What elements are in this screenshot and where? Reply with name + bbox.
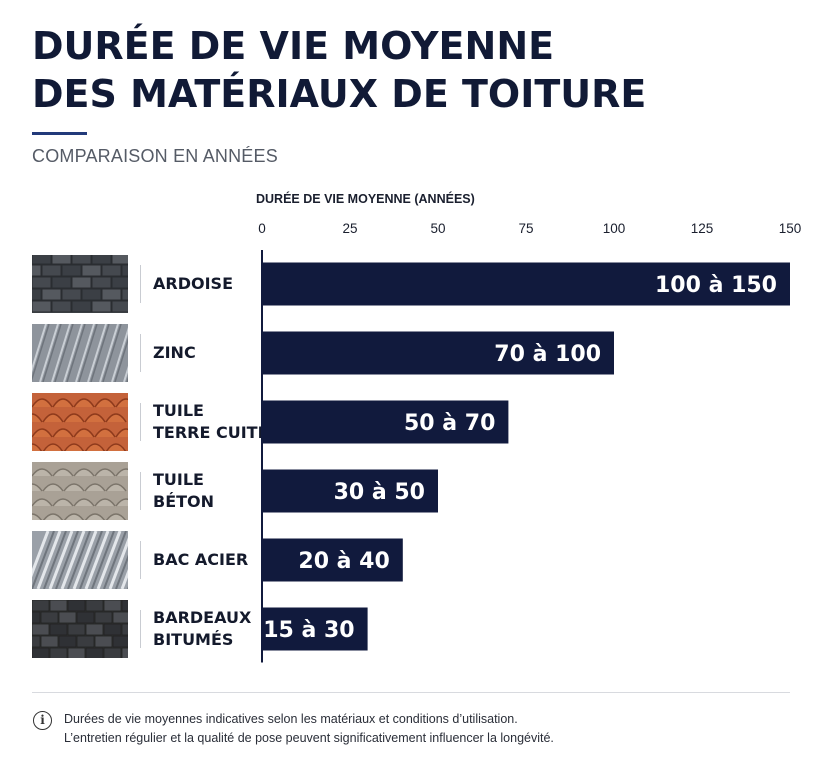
row-separator (140, 541, 141, 579)
x-tick-label: 50 (430, 221, 445, 236)
x-tick-label: 125 (691, 221, 714, 236)
bar (262, 262, 790, 306)
tuile-terre-cuite-texture-image (32, 393, 128, 451)
bar-value-label: 20 à 40 (298, 549, 389, 574)
bar (262, 400, 509, 444)
bar-chart: 0 25 50 75 100 125 150 100 à 150 70 à 100 50 à 70… (258, 221, 802, 663)
title-line-2: DES MATÉRIAUX DE TOITURE (32, 72, 647, 116)
x-tick-label: 100 (603, 221, 626, 236)
info-icon: i (33, 711, 52, 730)
footer-divider (32, 692, 790, 693)
page-title: DURÉE DE VIE MOYENNE DES MATÉRIAUX DE TO… (32, 22, 646, 118)
category-label: BAC ACIER (153, 550, 249, 569)
bar (262, 331, 614, 375)
bardeaux-bitumes-texture-image (32, 600, 128, 658)
title-underline (32, 132, 87, 135)
category-label: TUILE BÉTON (153, 470, 215, 511)
x-axis-title: DURÉE DE VIE MOYENNE (ANNÉES) (256, 192, 475, 206)
ardoise-texture-image (32, 255, 128, 313)
category-label: ARDOISE (153, 274, 233, 293)
subtitle: COMPARAISON EN ANNÉES (32, 146, 278, 166)
bar-value-label: 70 à 100 (494, 342, 601, 367)
category-label: ZINC (153, 343, 196, 362)
x-tick-label: 0 (258, 221, 266, 236)
footnote-line-1: Durées de vie moyennes indicatives selon… (64, 712, 518, 726)
row-separator (140, 472, 141, 510)
bar-value-label: 15 à 30 (263, 618, 354, 643)
x-tick-label: 25 (342, 221, 357, 236)
x-tick-label: 75 (518, 221, 533, 236)
bar-value-label: 50 à 70 (404, 411, 495, 436)
row-separator (140, 265, 141, 303)
bar (262, 607, 368, 651)
category-label: TUILE TERRE CUITE (153, 401, 269, 442)
title-line-1: DURÉE DE VIE MOYENNE (32, 24, 555, 68)
bar (262, 538, 403, 582)
row-separator (140, 610, 141, 648)
tuile-beton-texture-image (32, 462, 128, 520)
bar (262, 469, 438, 513)
x-tick-label: 150 (779, 221, 802, 236)
zinc-texture-image (32, 324, 128, 382)
bar-value-label: 30 à 50 (334, 480, 425, 505)
footnote: Durées de vie moyennes indicatives selon… (64, 710, 554, 748)
bar-value-label: 100 à 150 (655, 273, 777, 298)
row-separator (140, 403, 141, 441)
category-label: BARDEAUX BITUMÉS (153, 608, 252, 649)
bac-acier-texture-image (32, 531, 128, 589)
row-separator (140, 334, 141, 372)
footnote-line-2: L’entretien régulier et la qualité de po… (64, 731, 554, 745)
